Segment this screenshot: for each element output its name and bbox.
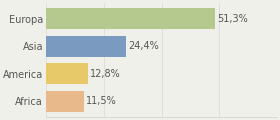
- Bar: [46, 91, 84, 112]
- Text: 12,8%: 12,8%: [90, 69, 120, 79]
- Text: 24,4%: 24,4%: [128, 41, 159, 51]
- Bar: [46, 63, 88, 84]
- Bar: [46, 36, 127, 57]
- Text: 51,3%: 51,3%: [217, 14, 248, 24]
- Bar: [46, 8, 215, 29]
- Text: 11,5%: 11,5%: [85, 96, 116, 106]
